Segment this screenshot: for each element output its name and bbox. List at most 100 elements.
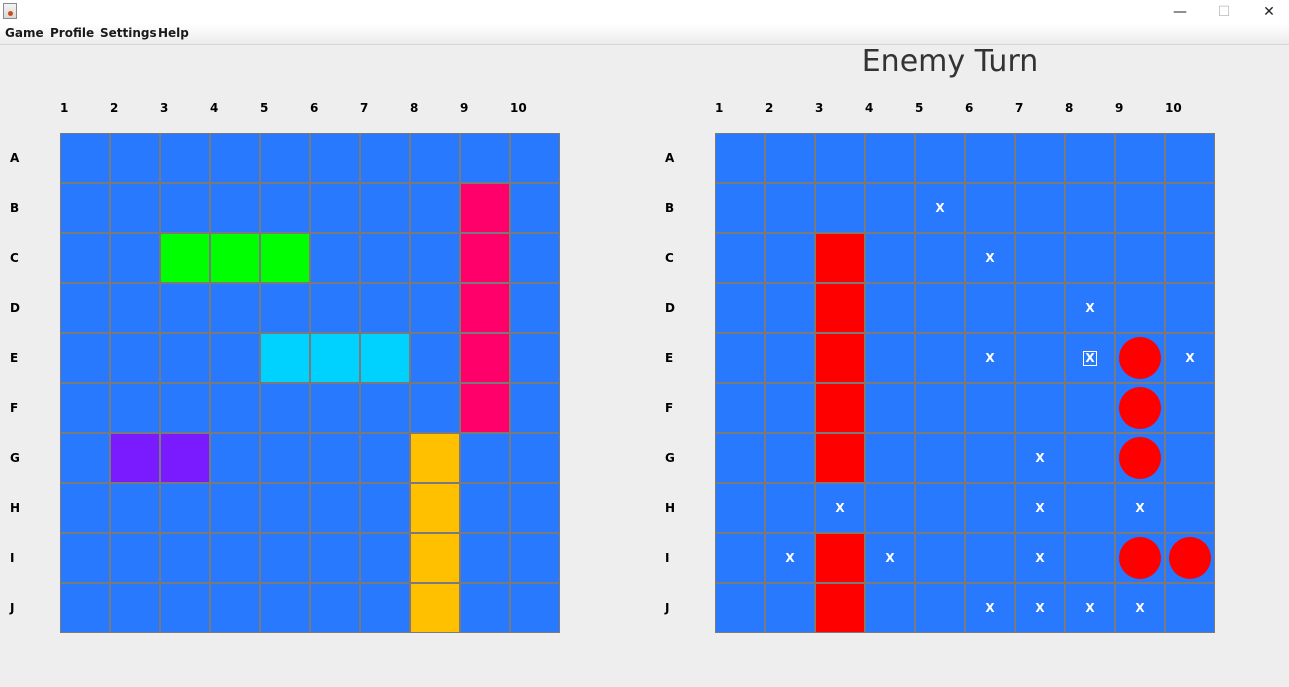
enemy-grid-cell[interactable] bbox=[965, 233, 1015, 283]
enemy-grid-cell[interactable] bbox=[1115, 483, 1165, 533]
enemy-grid-cell[interactable] bbox=[1065, 533, 1115, 583]
enemy-grid-cell[interactable] bbox=[1065, 333, 1115, 383]
enemy-grid-cell[interactable] bbox=[915, 383, 965, 433]
enemy-grid-cell[interactable] bbox=[865, 533, 915, 583]
enemy-grid-cell[interactable] bbox=[915, 233, 965, 283]
enemy-grid-cell[interactable] bbox=[1015, 183, 1065, 233]
enemy-grid-cell[interactable] bbox=[965, 533, 1015, 583]
sunk-ship-cell[interactable] bbox=[815, 333, 865, 383]
enemy-grid-cell[interactable] bbox=[1165, 133, 1215, 183]
menu-help[interactable]: Help bbox=[158, 26, 189, 40]
enemy-grid-cell[interactable] bbox=[815, 183, 865, 233]
enemy-grid-cell[interactable] bbox=[815, 133, 865, 183]
enemy-grid-cell[interactable] bbox=[965, 383, 1015, 433]
menu-settings[interactable]: Settings bbox=[100, 26, 157, 40]
enemy-grid-cell[interactable] bbox=[865, 383, 915, 433]
menu-profile[interactable]: Profile bbox=[50, 26, 95, 40]
sunk-ship-cell[interactable] bbox=[815, 533, 865, 583]
enemy-grid-cell[interactable] bbox=[965, 133, 1015, 183]
maximize-button[interactable]: ☐ bbox=[1217, 4, 1231, 20]
enemy-grid-cell[interactable] bbox=[915, 583, 965, 633]
enemy-grid-cell[interactable] bbox=[1015, 383, 1065, 433]
enemy-grid-cell[interactable] bbox=[1165, 183, 1215, 233]
enemy-grid-cell[interactable] bbox=[1065, 383, 1115, 433]
enemy-grid-cell[interactable] bbox=[715, 583, 765, 633]
enemy-grid-cell[interactable] bbox=[765, 433, 815, 483]
enemy-grid-cell[interactable] bbox=[865, 183, 915, 233]
enemy-grid-cell[interactable] bbox=[915, 133, 965, 183]
enemy-grid-cell[interactable] bbox=[1015, 283, 1065, 333]
enemy-grid-cell[interactable] bbox=[1065, 233, 1115, 283]
menu-game[interactable]: Game bbox=[5, 26, 44, 40]
enemy-grid-cell[interactable] bbox=[865, 133, 915, 183]
enemy-grid-cell[interactable] bbox=[1115, 133, 1165, 183]
enemy-grid-cell[interactable] bbox=[915, 533, 965, 583]
enemy-grid-cell[interactable] bbox=[1115, 583, 1165, 633]
enemy-grid-cell[interactable] bbox=[1015, 433, 1065, 483]
enemy-grid-cell[interactable] bbox=[1015, 233, 1065, 283]
enemy-grid-cell[interactable] bbox=[715, 533, 765, 583]
enemy-grid-cell[interactable] bbox=[865, 583, 915, 633]
enemy-grid-cell[interactable] bbox=[1065, 483, 1115, 533]
enemy-grid-cell[interactable] bbox=[1015, 133, 1065, 183]
enemy-grid-cell[interactable] bbox=[865, 233, 915, 283]
enemy-grid-cell[interactable] bbox=[965, 333, 1015, 383]
enemy-grid-cell[interactable] bbox=[765, 233, 815, 283]
enemy-grid-cell[interactable] bbox=[1165, 483, 1215, 533]
enemy-grid-cell[interactable] bbox=[865, 433, 915, 483]
enemy-grid-cell[interactable] bbox=[1015, 583, 1065, 633]
enemy-grid-cell[interactable] bbox=[1115, 283, 1165, 333]
enemy-grid-cell[interactable] bbox=[765, 133, 815, 183]
enemy-grid-cell[interactable] bbox=[965, 483, 1015, 533]
enemy-grid-cell[interactable] bbox=[1165, 583, 1215, 633]
enemy-grid-cell[interactable] bbox=[915, 433, 965, 483]
enemy-grid-cell[interactable] bbox=[715, 183, 765, 233]
enemy-grid-cell[interactable] bbox=[965, 183, 1015, 233]
enemy-grid-cell[interactable] bbox=[1115, 183, 1165, 233]
enemy-grid-cell[interactable] bbox=[865, 333, 915, 383]
enemy-grid-cell[interactable] bbox=[1065, 433, 1115, 483]
enemy-grid-cell[interactable] bbox=[1165, 433, 1215, 483]
enemy-grid-cell[interactable] bbox=[965, 583, 1015, 633]
enemy-grid-cell[interactable] bbox=[1015, 333, 1065, 383]
enemy-grid-cell[interactable] bbox=[715, 333, 765, 383]
sunk-ship-cell[interactable] bbox=[815, 283, 865, 333]
enemy-grid-cell[interactable] bbox=[915, 183, 965, 233]
enemy-grid-cell[interactable] bbox=[865, 483, 915, 533]
enemy-grid-cell[interactable] bbox=[765, 183, 815, 233]
enemy-grid-cell[interactable] bbox=[765, 333, 815, 383]
enemy-grid-cell[interactable] bbox=[715, 133, 765, 183]
enemy-grid-cell[interactable] bbox=[1165, 333, 1215, 383]
sunk-ship-cell[interactable] bbox=[815, 433, 865, 483]
sunk-ship-cell[interactable] bbox=[815, 233, 865, 283]
sunk-ship-cell[interactable] bbox=[815, 583, 865, 633]
enemy-grid-cell[interactable] bbox=[715, 433, 765, 483]
enemy-grid-cell[interactable] bbox=[1065, 283, 1115, 333]
enemy-grid-cell[interactable] bbox=[865, 283, 915, 333]
enemy-grid-cell[interactable] bbox=[715, 283, 765, 333]
enemy-grid-cell[interactable] bbox=[1015, 533, 1065, 583]
enemy-grid-cell[interactable] bbox=[765, 533, 815, 583]
enemy-grid-cell[interactable] bbox=[765, 483, 815, 533]
enemy-grid-cell[interactable] bbox=[915, 333, 965, 383]
enemy-grid-cell[interactable] bbox=[965, 433, 1015, 483]
enemy-grid-cell[interactable] bbox=[965, 283, 1015, 333]
enemy-grid-cell[interactable] bbox=[765, 383, 815, 433]
sunk-ship-cell[interactable] bbox=[815, 383, 865, 433]
enemy-grid-cell[interactable] bbox=[1165, 233, 1215, 283]
enemy-grid-cell[interactable] bbox=[765, 583, 815, 633]
enemy-grid-cell[interactable] bbox=[1015, 483, 1065, 533]
enemy-grid-cell[interactable] bbox=[1165, 283, 1215, 333]
enemy-grid-cell[interactable] bbox=[765, 283, 815, 333]
enemy-grid-cell[interactable] bbox=[715, 483, 765, 533]
enemy-grid-cell[interactable] bbox=[1165, 383, 1215, 433]
minimize-button[interactable]: — bbox=[1173, 4, 1187, 20]
enemy-grid-cell[interactable] bbox=[915, 283, 965, 333]
enemy-grid-cell[interactable] bbox=[1065, 133, 1115, 183]
enemy-grid-cell[interactable] bbox=[1065, 583, 1115, 633]
close-button[interactable]: ✕ bbox=[1263, 4, 1275, 20]
enemy-grid-cell[interactable] bbox=[715, 233, 765, 283]
enemy-grid-cell[interactable] bbox=[1065, 183, 1115, 233]
enemy-grid-cell[interactable] bbox=[715, 383, 765, 433]
enemy-grid-cell[interactable] bbox=[815, 483, 865, 533]
